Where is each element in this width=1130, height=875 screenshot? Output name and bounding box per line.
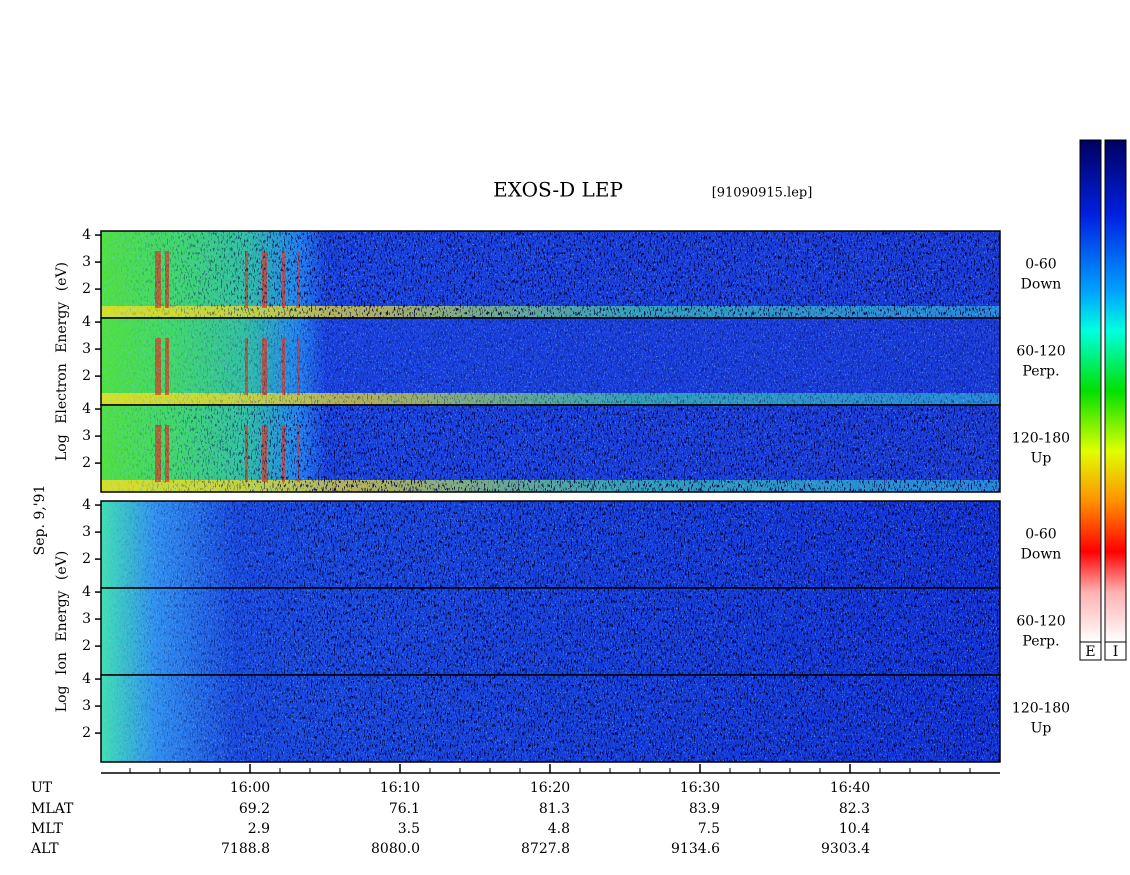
- row-value: 4.8: [548, 821, 570, 837]
- panel-label: 0-60: [1025, 257, 1056, 273]
- row-label: MLT: [31, 821, 63, 837]
- row-value: 8080.0: [371, 841, 420, 857]
- y-tick-label: 3: [82, 698, 91, 714]
- panel-label: Down: [1021, 547, 1062, 563]
- row-value: 16:40: [830, 780, 870, 796]
- row-value: 82.3: [839, 801, 870, 817]
- panel-label: Perp.: [1022, 364, 1059, 380]
- panel-label: 60-120: [1016, 614, 1065, 630]
- file-name: [91090915.lep]: [712, 186, 813, 201]
- row-value: 16:30: [680, 780, 720, 796]
- y-tick-label: 3: [82, 341, 91, 357]
- speckle: [101, 588, 1000, 675]
- row-value: 16:00: [230, 780, 270, 796]
- row-value: 8727.8: [521, 841, 570, 857]
- row-label: MLAT: [31, 801, 74, 817]
- color-bar-label: I: [1113, 644, 1119, 660]
- y-tick-label: 2: [82, 551, 91, 567]
- color-bar: [1079, 139, 1102, 643]
- row-value: 7.5: [698, 821, 720, 837]
- row-value: 9303.4: [821, 841, 870, 857]
- row-value: 83.9: [689, 801, 720, 817]
- y-tick-label: 3: [82, 524, 91, 540]
- y-tick-label: 2: [82, 638, 91, 654]
- y-tick-label: 4: [82, 671, 91, 687]
- panel-frame: [100, 674, 1001, 763]
- row-value: 76.1: [389, 801, 420, 817]
- color-bar-box: [1079, 641, 1102, 661]
- speckle: [101, 231, 1000, 318]
- panel-frame: [100, 404, 1001, 493]
- y-tick-label: 3: [82, 254, 91, 270]
- color-bar-box: [1104, 641, 1127, 661]
- date-label: Sep. 9,'91: [32, 485, 48, 556]
- y-tick-label: 4: [82, 584, 91, 600]
- row-label: ALT: [30, 841, 59, 857]
- row-label: UT: [31, 780, 53, 796]
- speckle: [101, 501, 1000, 588]
- row-value: 2.9: [248, 821, 270, 837]
- y-tick-label: 4: [82, 314, 91, 330]
- y-axis-label: Log Ion Energy (eV): [54, 551, 70, 712]
- row-value: 10.4: [839, 821, 870, 837]
- panel-label: Down: [1021, 277, 1062, 293]
- y-tick-label: 2: [82, 455, 91, 471]
- row-value: 7188.8: [221, 841, 270, 857]
- color-bar: [1104, 139, 1127, 643]
- chart-title: EXOS-D LEP: [493, 178, 623, 202]
- y-tick-label: 2: [82, 281, 91, 297]
- speckle: [101, 675, 1000, 762]
- y-tick-label: 4: [82, 401, 91, 417]
- y-tick-label: 4: [82, 227, 91, 243]
- y-axis-label: Log Electron Energy (eV): [54, 262, 70, 461]
- color-bar-label: E: [1085, 644, 1095, 660]
- panel-label: 120-180: [1012, 701, 1070, 717]
- y-tick-label: 3: [82, 428, 91, 444]
- panel-label: Up: [1031, 451, 1052, 467]
- panel-label: 120-180: [1012, 431, 1070, 447]
- y-tick-label: 4: [82, 497, 91, 513]
- y-tick-label: 3: [82, 611, 91, 627]
- y-tick-label: 2: [82, 725, 91, 741]
- panel-label: 0-60: [1025, 527, 1056, 543]
- row-value: 81.3: [539, 801, 570, 817]
- y-tick-label: 2: [82, 368, 91, 384]
- panel-label: Perp.: [1022, 634, 1059, 650]
- speckle: [101, 405, 1000, 492]
- row-value: 16:10: [380, 780, 420, 796]
- row-value: 3.5: [398, 821, 420, 837]
- row-value: 69.2: [239, 801, 270, 817]
- panel-label: 60-120: [1016, 344, 1065, 360]
- row-value: 16:20: [530, 780, 570, 796]
- row-value: 9134.6: [671, 841, 720, 857]
- panel-label: Up: [1031, 721, 1052, 737]
- speckle: [101, 318, 1000, 405]
